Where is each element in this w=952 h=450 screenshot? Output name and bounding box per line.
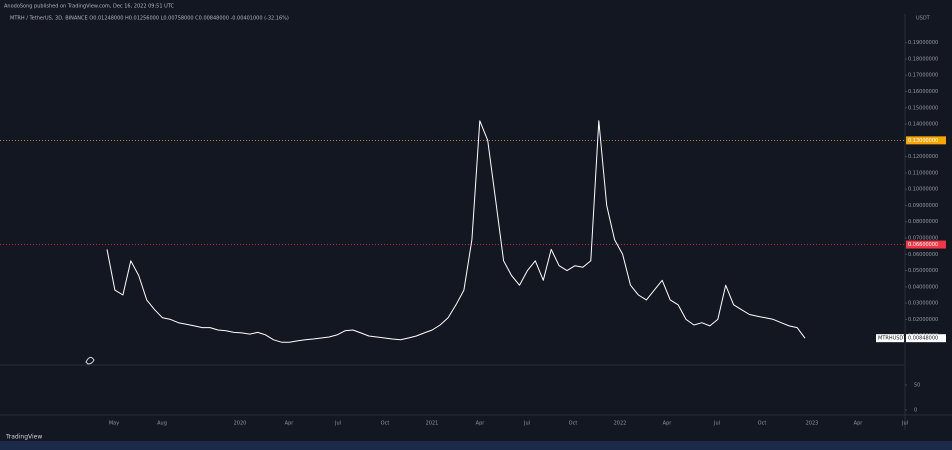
x-tick-label: Oct	[758, 421, 767, 427]
y-tick-label: 0.05000000	[908, 268, 938, 274]
bottom-strip	[0, 441, 952, 450]
x-tick-label: Jul	[713, 421, 720, 427]
price-line-label: 0.13000000	[908, 138, 938, 144]
x-tick-label: Apr	[854, 421, 864, 427]
last-price-label: 0.00848000	[908, 336, 938, 342]
x-tick-label: Apr	[476, 421, 486, 427]
currency: USDT	[916, 16, 931, 22]
y-tick-label: 0.10000000	[908, 187, 938, 193]
y-tick-label: 0.14000000	[908, 122, 938, 128]
x-tick-label: 2020	[234, 421, 247, 427]
y-tick-label: 0.12000000	[908, 154, 938, 160]
symbol-tag	[876, 334, 904, 343]
x-tick-label: Apr	[285, 421, 295, 427]
volume-tick-label: 0	[914, 408, 917, 414]
y-tick-label: 0.19000000	[908, 40, 938, 46]
x-tick-label: Oct	[381, 421, 390, 427]
y-tick-label: 0.09000000	[908, 203, 938, 209]
y-tick-label: 0.08000000	[908, 219, 938, 225]
y-tick-label: 0.03000000	[908, 301, 938, 307]
y-tick-label: 0.02000000	[908, 317, 938, 323]
x-tick-label: Jul	[334, 421, 341, 427]
y-tick-label: 0.17000000	[908, 73, 938, 79]
y-tick-label: 0.18000000	[908, 56, 938, 62]
x-tick-label: Aug	[157, 421, 167, 427]
y-tick-label: 0.11000000	[908, 170, 938, 176]
x-tick-label: 2021	[426, 421, 439, 427]
symbol-label: MTRHUSDT	[878, 336, 907, 342]
price-line-tag	[906, 136, 946, 145]
x-tick-label: 2023	[806, 421, 819, 427]
symbol-title: MTRH / TetherUS, 3D, BINANCE O0.01248000…	[10, 16, 289, 22]
price-line-series	[106, 120, 806, 343]
x-tick-label: Jul	[523, 421, 530, 427]
volume-tick-label: 50	[914, 383, 920, 389]
last-price-tag	[906, 334, 946, 343]
y-tick-label: 0.07000000	[908, 236, 938, 242]
x-tick-label: Apr	[663, 421, 673, 427]
y-tick-label: 0.15000000	[908, 105, 938, 111]
x-tick-label: Oct	[569, 421, 578, 427]
y-tick-label: 0.04000000	[908, 284, 938, 290]
price-line-tag	[906, 240, 946, 249]
publisher: AnodoSong published on TradingView.com, …	[4, 4, 175, 10]
x-tick-label: May	[109, 421, 119, 427]
y-tick-label: 0.06000000	[908, 252, 938, 258]
watermark: TradingView	[5, 434, 42, 441]
x-tick-label: 2022	[614, 421, 627, 427]
price-line-label: 0.06600000	[908, 242, 938, 248]
y-tick-label: 0.16000000	[908, 89, 938, 95]
x-tick-label: Jul	[901, 421, 908, 427]
logo-icon	[85, 356, 95, 365]
